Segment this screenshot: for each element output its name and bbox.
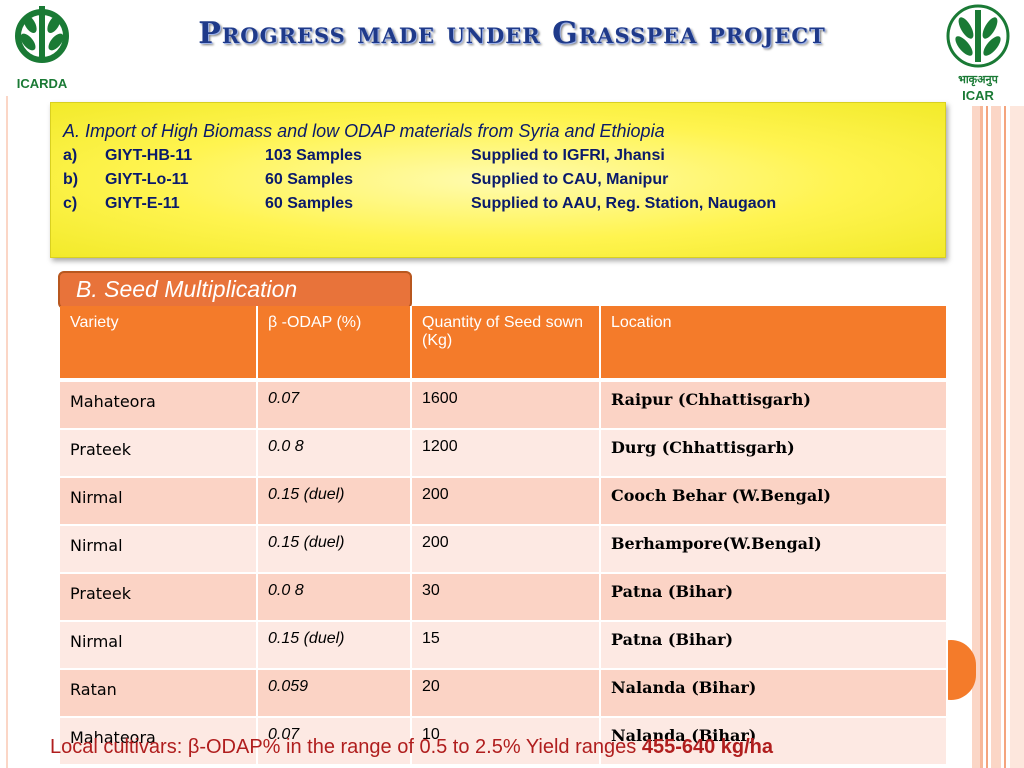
cell-quantity: 20 [411, 669, 601, 718]
cell-variety: Ratan [60, 669, 258, 718]
section-b-label-text: B. Seed Multiplication [76, 276, 298, 302]
icarda-logo: ICARDA [0, 0, 84, 96]
footer-note: Local cultivars: β-ODAP% in the range of… [50, 736, 773, 759]
cell-variety: Prateek [60, 429, 258, 478]
table-header-row: Variety β -ODAP (%) Quantity of Seed sow… [60, 306, 948, 382]
cell-odap: 0.15 (duel) [257, 525, 412, 574]
cell-location: Patna (Bihar) [600, 573, 948, 622]
cell-odap: 0.07 [257, 717, 412, 766]
icar-hindi-text: भाकृअनुप [958, 74, 998, 86]
header-quantity: Quantity of Seed sown (Kg) [411, 306, 601, 382]
footer-yield-highlight: 455-640 kg/ha [641, 736, 774, 758]
cell-variety: Nirmal [60, 525, 258, 574]
cell-location: Nalanda (Bihar) [600, 669, 948, 718]
footer-text: Local cultivars: β-ODAP% in the range of… [50, 736, 642, 758]
cell-variety: Nirmal [60, 477, 258, 526]
icarda-logo-text: ICARDA [16, 76, 68, 91]
cell-location: Durg (Chhattisgarh) [600, 429, 948, 478]
cell-quantity: 15 [411, 621, 601, 670]
row-material: GIYT-E-11 [105, 195, 180, 212]
cell-variety: Mahateora [60, 380, 258, 430]
cell-location: Cooch Behar (W.Bengal) [600, 477, 948, 526]
row-material: GIYT-HB-11 [105, 147, 193, 164]
cell-quantity: 200 [411, 477, 601, 526]
cell-odap: 0.15 (duel) [257, 621, 412, 670]
row-material: GIYT-Lo-11 [105, 171, 189, 188]
table-row: Prateek 0.0 8 30 Patna (Bihar) [60, 573, 948, 622]
cell-location: Patna (Bihar) [600, 621, 948, 670]
cell-location: Nalanda (Bihar) [600, 717, 948, 766]
cell-location: Raipur (Chhattisgarh) [600, 380, 948, 430]
row-supplied: Supplied to CAU, Manipur [471, 171, 669, 188]
table-row: Mahateora 0.07 10 Nalanda (Bihar) [60, 717, 948, 766]
section-b-label: B. Seed Multiplication [58, 271, 412, 309]
header-odap: β -ODAP (%) [257, 306, 412, 382]
table-row: Prateek 0.0 8 1200 Durg (Chhattisgarh) [60, 429, 948, 478]
icar-logo: भाकृअनुप ICAR [932, 0, 1024, 106]
cell-quantity: 1200 [411, 429, 601, 478]
table-row: Mahateora 0.07 1600 Raipur (Chhattisgarh… [60, 380, 948, 430]
cell-odap: 0.0 8 [257, 573, 412, 622]
table-row: Ratan 0.059 20 Nalanda (Bihar) [60, 669, 948, 718]
icar-logo-text: ICAR [962, 88, 994, 103]
right-decorative-stripes [972, 0, 1024, 768]
row-index: c) [63, 195, 78, 212]
cell-odap: 0.0 8 [257, 429, 412, 478]
cell-quantity: 10 [411, 717, 601, 766]
left-decorative-line [6, 96, 8, 768]
row-samples: 103 Samples [265, 147, 362, 164]
row-supplied: Supplied to AAU, Reg. Station, Naugaon [471, 195, 777, 212]
row-samples: 60 Samples [265, 195, 354, 212]
cell-quantity: 200 [411, 525, 601, 574]
seed-multiplication-table: Variety β -ODAP (%) Quantity of Seed sow… [60, 306, 948, 766]
section-a-box: A. Import of High Biomass and low ODAP m… [50, 102, 946, 258]
header-location: Location [600, 306, 948, 382]
cell-quantity: 1600 [411, 380, 601, 430]
table-row: Nirmal 0.15 (duel) 200 Berhampore(W.Beng… [60, 525, 948, 574]
row-index: a) [63, 147, 78, 164]
cell-quantity: 30 [411, 573, 601, 622]
cell-variety: Nirmal [60, 621, 258, 670]
cell-odap: 0.07 [257, 380, 412, 430]
cell-variety: Prateek [60, 573, 258, 622]
header-variety: Variety [60, 306, 258, 382]
table-row: Nirmal 0.15 (duel) 200 Cooch Behar (W.Be… [60, 477, 948, 526]
cell-odap: 0.059 [257, 669, 412, 718]
row-index: b) [63, 171, 79, 188]
page-title: Progress made under Grasspea project [198, 16, 826, 51]
cell-odap: 0.15 (duel) [257, 477, 412, 526]
row-samples: 60 Samples [265, 171, 354, 188]
cell-variety: Mahateora [60, 717, 258, 766]
section-a-heading: A. Import of High Biomass and low ODAP m… [63, 121, 665, 141]
cell-location: Berhampore(W.Bengal) [600, 525, 948, 574]
row-supplied: Supplied to IGFRI, Jhansi [471, 147, 665, 164]
table-row: Nirmal 0.15 (duel) 15 Patna (Bihar) [60, 621, 948, 670]
